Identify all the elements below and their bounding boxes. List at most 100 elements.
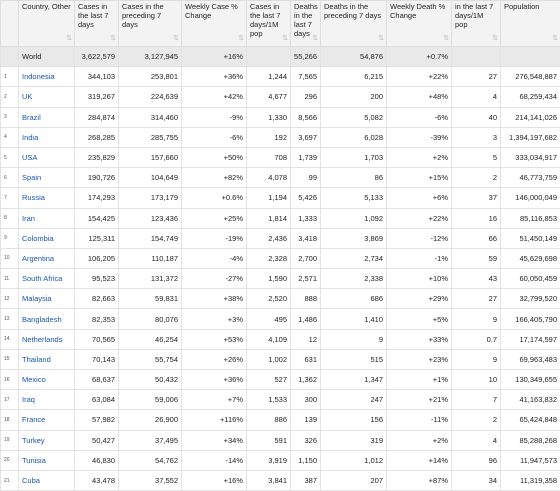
- sort-icon: ⇅: [110, 34, 116, 43]
- value-cell: 154,749: [119, 228, 182, 248]
- country-cell: UK: [19, 87, 75, 107]
- value-cell: 99: [291, 168, 321, 188]
- sort-icon: ⇅: [492, 34, 498, 43]
- country-link[interactable]: Iran: [22, 214, 35, 223]
- value-cell: -27%: [182, 269, 247, 289]
- value-cell: 156: [321, 410, 387, 430]
- header-cell[interactable]: Deaths in the preceding 7 days⇅: [321, 1, 387, 47]
- value-cell: +21%: [387, 390, 452, 410]
- value-cell: 26,900: [119, 410, 182, 430]
- country-link[interactable]: Russia: [22, 193, 45, 202]
- value-cell: 139: [291, 410, 321, 430]
- country-link[interactable]: Brazil: [22, 113, 41, 122]
- country-link[interactable]: Mexico: [22, 375, 46, 384]
- value-cell: 276,548,887: [501, 67, 560, 87]
- header-cell[interactable]: Population⇅: [501, 1, 560, 47]
- value-cell: +34%: [182, 430, 247, 450]
- value-cell: -1%: [387, 248, 452, 268]
- value-cell: 59: [452, 248, 501, 268]
- value-cell: 85,288,268: [501, 430, 560, 450]
- value-cell: 247: [321, 390, 387, 410]
- country-cell: Russia: [19, 188, 75, 208]
- value-cell: 2,520: [247, 289, 291, 309]
- value-cell: 319: [321, 430, 387, 450]
- value-cell: +5%: [387, 309, 452, 329]
- value-cell: 7,565: [291, 67, 321, 87]
- country-link[interactable]: Colombia: [22, 234, 54, 243]
- value-cell: 11,947,573: [501, 450, 560, 470]
- header-cell[interactable]: Cases in the last 7 days/1M pop⇅: [247, 1, 291, 47]
- sort-icon: ⇅: [312, 34, 318, 43]
- rank-cell: 3: [1, 107, 19, 127]
- value-cell: 5,133: [321, 188, 387, 208]
- country-link[interactable]: USA: [22, 153, 37, 162]
- value-cell: 41,163,832: [501, 390, 560, 410]
- value-cell: -9%: [182, 107, 247, 127]
- country-link[interactable]: Iraq: [22, 395, 35, 404]
- rank-cell: 4: [1, 127, 19, 147]
- header-cell[interactable]: Country, Other⇅: [19, 1, 75, 47]
- country-link[interactable]: Argentina: [22, 254, 54, 263]
- value-cell: 1,533: [247, 390, 291, 410]
- header-cell[interactable]: Cases in the last 7 days⇅: [75, 1, 119, 47]
- country-link[interactable]: Turkey: [22, 436, 45, 445]
- value-cell: 515: [321, 349, 387, 369]
- header-cell[interactable]: Deaths in the last 7 days⇅: [291, 1, 321, 47]
- sort-icon: ⇅: [552, 34, 558, 43]
- value-cell: 16: [452, 208, 501, 228]
- country-link[interactable]: Malaysia: [22, 294, 52, 303]
- value-cell: 9: [452, 309, 501, 329]
- country-cell: Iraq: [19, 390, 75, 410]
- value-cell: +6%: [387, 188, 452, 208]
- rank-cell: 14: [1, 329, 19, 349]
- value-cell: 50,427: [75, 430, 119, 450]
- country-cell: Spain: [19, 168, 75, 188]
- country-link[interactable]: Tunisia: [22, 456, 46, 465]
- country-link[interactable]: Thailand: [22, 355, 51, 364]
- value-cell: 1,092: [321, 208, 387, 228]
- value-cell: +22%: [387, 67, 452, 87]
- country-link[interactable]: Cuba: [22, 476, 40, 485]
- value-cell: [247, 47, 291, 67]
- value-cell: 82,663: [75, 289, 119, 309]
- value-cell: 95,523: [75, 269, 119, 289]
- value-cell: +38%: [182, 289, 247, 309]
- value-cell: -14%: [182, 450, 247, 470]
- rank-cell: 20: [1, 450, 19, 470]
- value-cell: 54,876: [321, 47, 387, 67]
- country-link[interactable]: Spain: [22, 173, 41, 182]
- value-cell: 174,293: [75, 188, 119, 208]
- header-cell[interactable]: Weekly Death % Change⇅: [387, 1, 452, 47]
- value-cell: +22%: [387, 208, 452, 228]
- value-cell: 495: [247, 309, 291, 329]
- rank-cell: 6: [1, 168, 19, 188]
- value-cell: 1,150: [291, 450, 321, 470]
- header-cell[interactable]: in the last 7 days/1M pop⇅: [452, 1, 501, 47]
- value-cell: -4%: [182, 248, 247, 268]
- header-cell[interactable]: Weekly Case % Change⇅: [182, 1, 247, 47]
- header-cell[interactable]: Cases in the preceding 7 days⇅: [119, 1, 182, 47]
- country-link[interactable]: UK: [22, 92, 32, 101]
- value-cell: 54,762: [119, 450, 182, 470]
- value-cell: 214,141,026: [501, 107, 560, 127]
- rank-cell: 1: [1, 67, 19, 87]
- value-cell: 1,394,197,682: [501, 127, 560, 147]
- header-label: Country, Other: [22, 2, 71, 11]
- country-cell: India: [19, 127, 75, 147]
- country-link[interactable]: Bangladesh: [22, 315, 62, 324]
- country-link[interactable]: Netherlands: [22, 335, 62, 344]
- value-cell: 27: [452, 289, 501, 309]
- rank-cell: [1, 47, 19, 67]
- country-link[interactable]: Indonesia: [22, 72, 55, 81]
- value-cell: [452, 47, 501, 67]
- country-link[interactable]: France: [22, 415, 45, 424]
- country-link[interactable]: India: [22, 133, 38, 142]
- value-cell: 284,874: [75, 107, 119, 127]
- value-cell: +10%: [387, 269, 452, 289]
- country-link[interactable]: South Africa: [22, 274, 62, 283]
